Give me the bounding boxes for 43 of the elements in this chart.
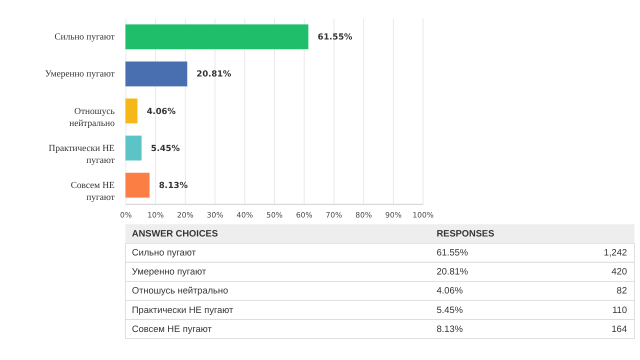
data-label: 61.55% [318,32,354,42]
y-tick-label: Умеренно пугают [45,70,115,80]
category-label: Умеренно пугают [132,266,207,277]
data-label: 4.06% [146,106,176,116]
x-tick-label: 70% [326,210,342,220]
bar [125,61,188,86]
y-tick-label: Практически НЕ пугают [48,144,116,166]
y-tick-label: Совсем НЕ пугают [70,180,116,204]
data-label: 61.55% [436,248,468,258]
data-label: 8.13% [436,324,463,334]
y-tick-label: Сильно пугают [54,32,115,43]
x-tick-label: 0% [120,210,132,220]
data-label: 8.13% [158,180,188,190]
x-tick-label: 10% [147,210,164,220]
x-tick-label: 80% [355,210,372,220]
x-tick-label: 20% [177,210,194,220]
bar [125,98,138,124]
x-tick-label: 50% [266,210,283,220]
x-tick-label: 90% [385,210,402,220]
text: RESPONSES [436,228,494,239]
data-label: 20.81% [196,68,232,79]
data-label: 5.45% [436,304,463,315]
data-label: 5.45% [150,142,180,153]
x-tick-label: 30% [206,210,224,220]
data-label: 82 [616,286,627,296]
data-label: 1,242 [604,248,627,258]
x-tick-label: 100% [412,210,434,220]
data-label: 164 [612,324,627,334]
data-label: 110 [612,304,627,315]
category-label: Сильно пугают [132,248,197,258]
data-label: 20.81% [436,266,468,277]
x-tick-label: 40% [236,210,254,220]
category-label: Практически НЕ пугают [132,304,234,315]
bar [125,24,308,50]
x-tick-label: 60% [296,210,312,220]
y-tick-label: Отношусь нейтрально [69,106,116,129]
category-label: Совсем НЕ пугают [132,324,212,334]
bar [125,136,142,160]
data-label: 4.06% [436,286,463,296]
data-label: 420 [612,266,627,277]
category-label: Отношусь нейтрально [132,286,228,296]
bar [125,172,150,198]
text: ANSWER CHOICES [132,228,218,239]
